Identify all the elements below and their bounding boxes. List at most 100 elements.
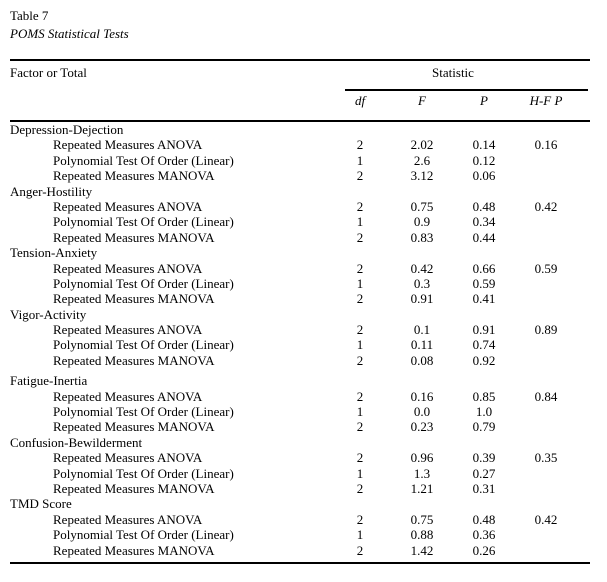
test-label: Repeated Measures ANOVA	[53, 388, 203, 404]
cell-h-f-p: 0.89	[534, 322, 558, 338]
rule-top	[10, 59, 590, 61]
cell-p: 0.59	[472, 275, 496, 291]
cell-h-f-p	[515, 230, 577, 245]
test-label: Repeated Measures ANOVA	[53, 322, 203, 338]
cell-h-f-p	[515, 153, 577, 168]
cell-p: 1.0	[475, 404, 493, 420]
rule-bottom	[10, 561, 590, 564]
test-label: Repeated Measures MANOVA	[53, 291, 215, 307]
column-header-spacer	[10, 93, 329, 120]
cell-h-f-p	[515, 543, 577, 558]
test-row: Repeated Measures MANOVA 2 0.83 0.44	[10, 230, 590, 245]
cell-f: 0.0	[413, 404, 431, 420]
cell-h-f-p: 0.42	[534, 198, 558, 214]
cell-df: 2	[356, 480, 364, 496]
cell-df: 2	[356, 229, 364, 245]
test-label: Polynomial Test Of Order (Linear)	[53, 527, 234, 543]
cell-df: 2	[356, 260, 364, 276]
cell-h-f-p	[515, 214, 577, 229]
column-header-row: df F P H-F P	[10, 91, 590, 120]
test-row: Polynomial Test Of Order (Linear) 1 0.3 0.5…	[10, 276, 590, 291]
cell-df: 2	[356, 542, 364, 558]
cell-p: 0.48	[472, 198, 496, 214]
test-label: Repeated Measures ANOVA	[53, 198, 203, 214]
test-label: Polynomial Test Of Order (Linear)	[53, 152, 234, 168]
cell-p: 0.06	[472, 168, 496, 184]
rule-mid	[10, 120, 590, 122]
cell-h-f-p	[515, 168, 577, 183]
factor-section-row: Tension-Anxiety	[10, 245, 590, 260]
table-number: Table 7	[10, 8, 49, 23]
cell-df: 1	[356, 152, 364, 168]
test-label: Repeated Measures MANOVA	[53, 168, 215, 184]
factor-section-row: Vigor-Activity	[10, 307, 590, 322]
cell-df: 1	[356, 337, 364, 353]
cell-p: 0.91	[472, 322, 496, 338]
cell-f: 0.1	[413, 322, 431, 338]
test-row: Repeated Measures MANOVA 2 1.42 0.26	[10, 543, 590, 558]
cell-f: 0.16	[410, 388, 434, 404]
cell-df: 2	[356, 511, 364, 527]
test-label: Polynomial Test Of Order (Linear)	[53, 337, 234, 353]
test-row: Repeated Measures ANOVA 2 0.1 0.91 0.89	[10, 322, 590, 337]
cell-f: 0.75	[410, 511, 434, 527]
test-row: Polynomial Test Of Order (Linear) 1 0.9 0.3…	[10, 214, 590, 229]
column-header-p: P	[480, 93, 488, 108]
cell-f: 2.6	[413, 152, 431, 168]
cell-f: 0.08	[410, 352, 434, 368]
cell-h-f-p: 0.59	[534, 260, 558, 276]
cell-df: 1	[356, 465, 364, 481]
factor-section-label: Fatigue-Inertia	[10, 373, 88, 389]
test-row: Repeated Measures ANOVA 2 0.16 0.85 0.84	[10, 389, 590, 404]
test-label: Polynomial Test Of Order (Linear)	[53, 404, 234, 420]
test-row: Repeated Measures MANOVA 2 3.12 0.06	[10, 168, 590, 183]
cell-p: 0.12	[472, 152, 496, 168]
cell-f: 0.83	[410, 229, 434, 245]
test-label: Repeated Measures ANOVA	[53, 511, 203, 527]
cell-p: 0.85	[472, 388, 496, 404]
cell-p: 0.66	[472, 260, 496, 276]
cell-p: 0.34	[472, 214, 496, 230]
test-row: Polynomial Test Of Order (Linear) 1 0.11 0.…	[10, 337, 590, 352]
cell-f: 0.42	[410, 260, 434, 276]
test-label: Repeated Measures MANOVA	[53, 542, 215, 558]
rule-statistic-underline	[345, 89, 588, 91]
cell-f: 0.3	[413, 275, 431, 291]
cell-h-f-p	[515, 481, 577, 496]
cell-p: 0.74	[472, 337, 496, 353]
cell-df: 1	[356, 404, 364, 420]
test-label: Repeated Measures MANOVA	[53, 229, 215, 245]
cell-f: 2.02	[410, 137, 434, 153]
cell-df: 2	[356, 450, 364, 466]
test-label: Repeated Measures ANOVA	[53, 450, 203, 466]
test-row: Polynomial Test Of Order (Linear) 1 1.3 0.2…	[10, 466, 590, 481]
cell-h-f-p	[515, 419, 577, 434]
group-header-row: Factor or Total Statistic	[10, 61, 590, 89]
cell-h-f-p	[515, 353, 577, 368]
test-row: Repeated Measures MANOVA 2 0.08 0.92	[10, 353, 590, 368]
test-label: Repeated Measures MANOVA	[53, 419, 215, 435]
test-row: Repeated Measures ANOVA 2 0.96 0.39 0.35	[10, 450, 590, 465]
cell-df: 2	[356, 352, 364, 368]
cell-f: 3.12	[410, 168, 434, 184]
cell-h-f-p: 0.84	[534, 388, 558, 404]
cell-f: 0.11	[410, 337, 434, 353]
test-row: Polynomial Test Of Order (Linear) 1 0.0 1.0	[10, 404, 590, 419]
test-row: Repeated Measures ANOVA 2 0.75 0.48 0.42	[10, 512, 590, 527]
test-label: Polynomial Test Of Order (Linear)	[53, 214, 234, 230]
factor-column-header: Factor or Total	[10, 65, 87, 80]
table-body: Depression-Dejection Repeated Measures AN…	[10, 122, 590, 558]
table-title: POMS Statistical Tests	[10, 26, 129, 41]
cell-h-f-p	[515, 276, 577, 291]
cell-f: 0.23	[410, 419, 434, 435]
factor-section-row: Depression-Dejection	[10, 122, 590, 137]
statistic-group-header: Statistic	[432, 65, 474, 80]
cell-df: 2	[356, 388, 364, 404]
cell-p: 0.36	[472, 527, 496, 543]
cell-df: 1	[356, 214, 364, 230]
column-header-df: df	[354, 93, 366, 108]
test-label: Repeated Measures ANOVA	[53, 137, 203, 153]
cell-p: 0.79	[472, 419, 496, 435]
factor-section-label: TMD Score	[10, 496, 72, 512]
factor-section-label: Tension-Anxiety	[10, 245, 98, 261]
